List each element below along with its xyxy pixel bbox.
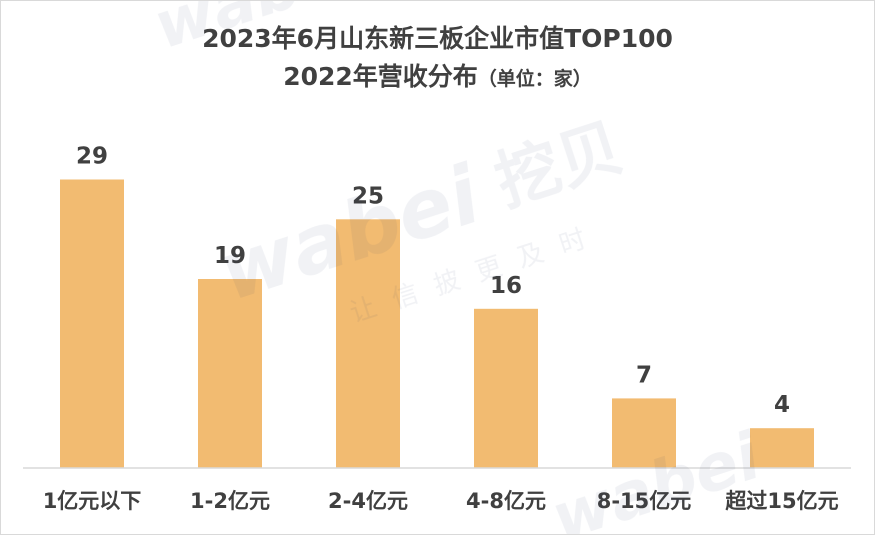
bar-5 (612, 398, 676, 468)
bar-1 (60, 179, 124, 468)
chart-unit-note: （单位：家） (477, 68, 592, 90)
chart-subtitle: 2022年营收分布 (283, 62, 478, 91)
category-label-5: 8-15亿元 (597, 489, 692, 513)
value-labels-group: 29 19 25 16 7 4 (76, 144, 790, 419)
category-label-2: 1-2亿元 (190, 489, 270, 513)
value-label-6: 4 (774, 392, 790, 418)
value-label-5: 7 (636, 362, 652, 388)
category-label-6: 超过15亿元 (725, 489, 838, 513)
bar-2 (198, 279, 262, 468)
category-label-3: 2-4亿元 (328, 489, 408, 513)
watermark-brand-top: wabei (145, 1, 372, 64)
chart-subtitle-line: 2022年营收分布（单位：家） (1, 61, 874, 95)
category-label-1: 1亿元以下 (43, 489, 142, 513)
category-labels-group: 1亿元以下 1-2亿元 2-4亿元 4-8亿元 8-15亿元 超过15亿元 (43, 489, 839, 513)
value-label-3: 25 (352, 183, 384, 209)
bar-6 (750, 428, 814, 468)
bar-3 (336, 219, 400, 468)
watermark-cn: 挖贝 (487, 111, 632, 221)
category-label-4: 4-8亿元 (466, 489, 546, 513)
bars-group (60, 179, 814, 468)
value-label-1: 29 (76, 144, 108, 170)
value-label-4: 16 (490, 273, 522, 299)
chart-title: 2023年6月山东新三板企业市值TOP100 (202, 24, 673, 53)
value-label-2: 19 (214, 243, 246, 269)
bar-4 (474, 308, 538, 468)
